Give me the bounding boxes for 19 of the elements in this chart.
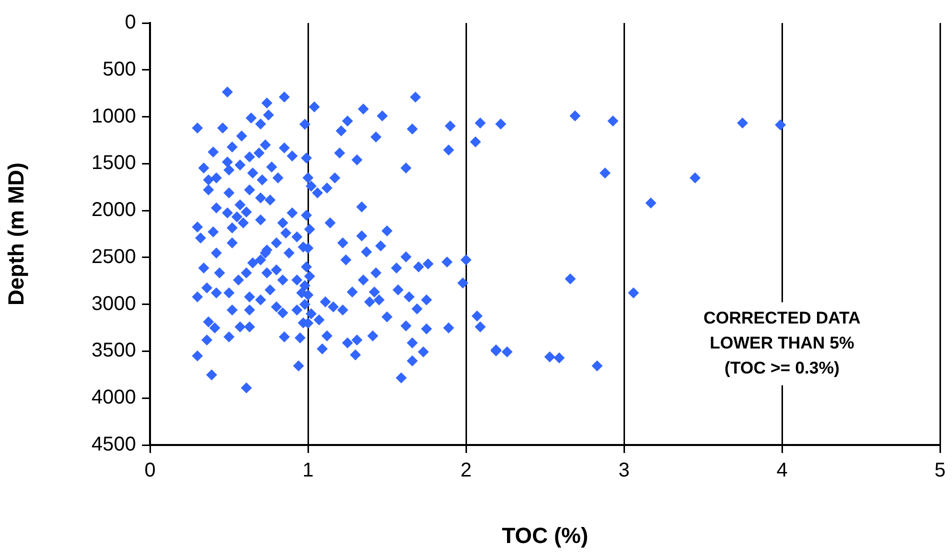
annotation: CORRECTED DATA LOWER THAN 5% (TOC >= 0.3%) [703, 308, 861, 378]
x-axis-title: TOC (%) [502, 522, 588, 548]
x-tick-label: 4 [776, 460, 788, 482]
y-tick-label: 3500 [92, 340, 136, 362]
y-tick-label: 1500 [92, 152, 136, 174]
x-tick-label: 1 [302, 460, 314, 482]
x-tick-label: 2 [460, 460, 472, 482]
y-tick-label: 2000 [92, 199, 136, 222]
y-axis-title: Depth (m MD) [3, 162, 28, 306]
x-tick-label: 0 [144, 460, 156, 482]
y-tick-label: 4500 [92, 434, 136, 456]
y-tick-label: 2500 [92, 246, 136, 268]
y-tick-label: 1000 [92, 105, 136, 128]
y-tick-label: 500 [102, 58, 136, 80]
x-tick-label: 5 [934, 460, 946, 482]
x-tick-label: 3 [618, 460, 630, 482]
y-tick-label: 3000 [92, 292, 136, 315]
y-tick-label: 4000 [92, 386, 136, 409]
y-tick-label: 0 [124, 12, 136, 34]
